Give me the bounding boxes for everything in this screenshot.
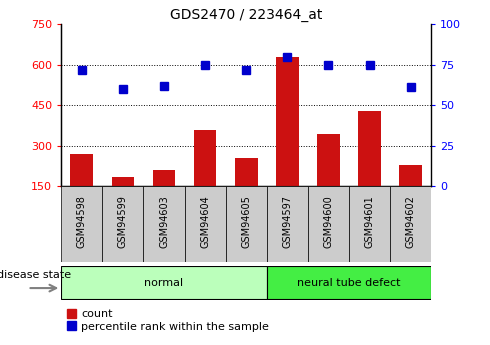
Bar	[112, 177, 134, 186]
Text: GSM94598: GSM94598	[77, 195, 87, 248]
FancyBboxPatch shape	[308, 186, 349, 262]
Text: neural tube defect: neural tube defect	[297, 278, 401, 288]
FancyBboxPatch shape	[349, 186, 390, 262]
Bar	[194, 130, 217, 186]
Text: GSM94599: GSM94599	[118, 195, 128, 248]
Bar	[153, 170, 175, 186]
FancyBboxPatch shape	[226, 186, 267, 262]
Text: GSM94602: GSM94602	[406, 195, 416, 248]
Text: normal: normal	[145, 278, 184, 288]
FancyBboxPatch shape	[267, 186, 308, 262]
Text: GSM94604: GSM94604	[200, 195, 210, 248]
Bar	[71, 154, 93, 186]
FancyBboxPatch shape	[102, 186, 144, 262]
Text: GSM94605: GSM94605	[241, 195, 251, 248]
FancyBboxPatch shape	[185, 186, 226, 262]
Text: GSM94600: GSM94600	[323, 195, 333, 248]
FancyBboxPatch shape	[61, 266, 267, 299]
Text: GSM94603: GSM94603	[159, 195, 169, 248]
Title: GDS2470 / 223464_at: GDS2470 / 223464_at	[170, 8, 322, 22]
Text: GSM94597: GSM94597	[282, 195, 293, 248]
FancyBboxPatch shape	[144, 186, 185, 262]
FancyBboxPatch shape	[267, 266, 431, 299]
Bar	[317, 134, 340, 186]
Text: GSM94601: GSM94601	[365, 195, 374, 248]
Bar	[235, 158, 258, 186]
Bar	[276, 57, 298, 186]
Bar	[399, 165, 422, 186]
FancyBboxPatch shape	[390, 186, 431, 262]
Text: disease state: disease state	[0, 270, 71, 280]
Legend: count, percentile rank within the sample: count, percentile rank within the sample	[67, 309, 269, 332]
Bar	[358, 111, 381, 186]
FancyBboxPatch shape	[61, 186, 102, 262]
